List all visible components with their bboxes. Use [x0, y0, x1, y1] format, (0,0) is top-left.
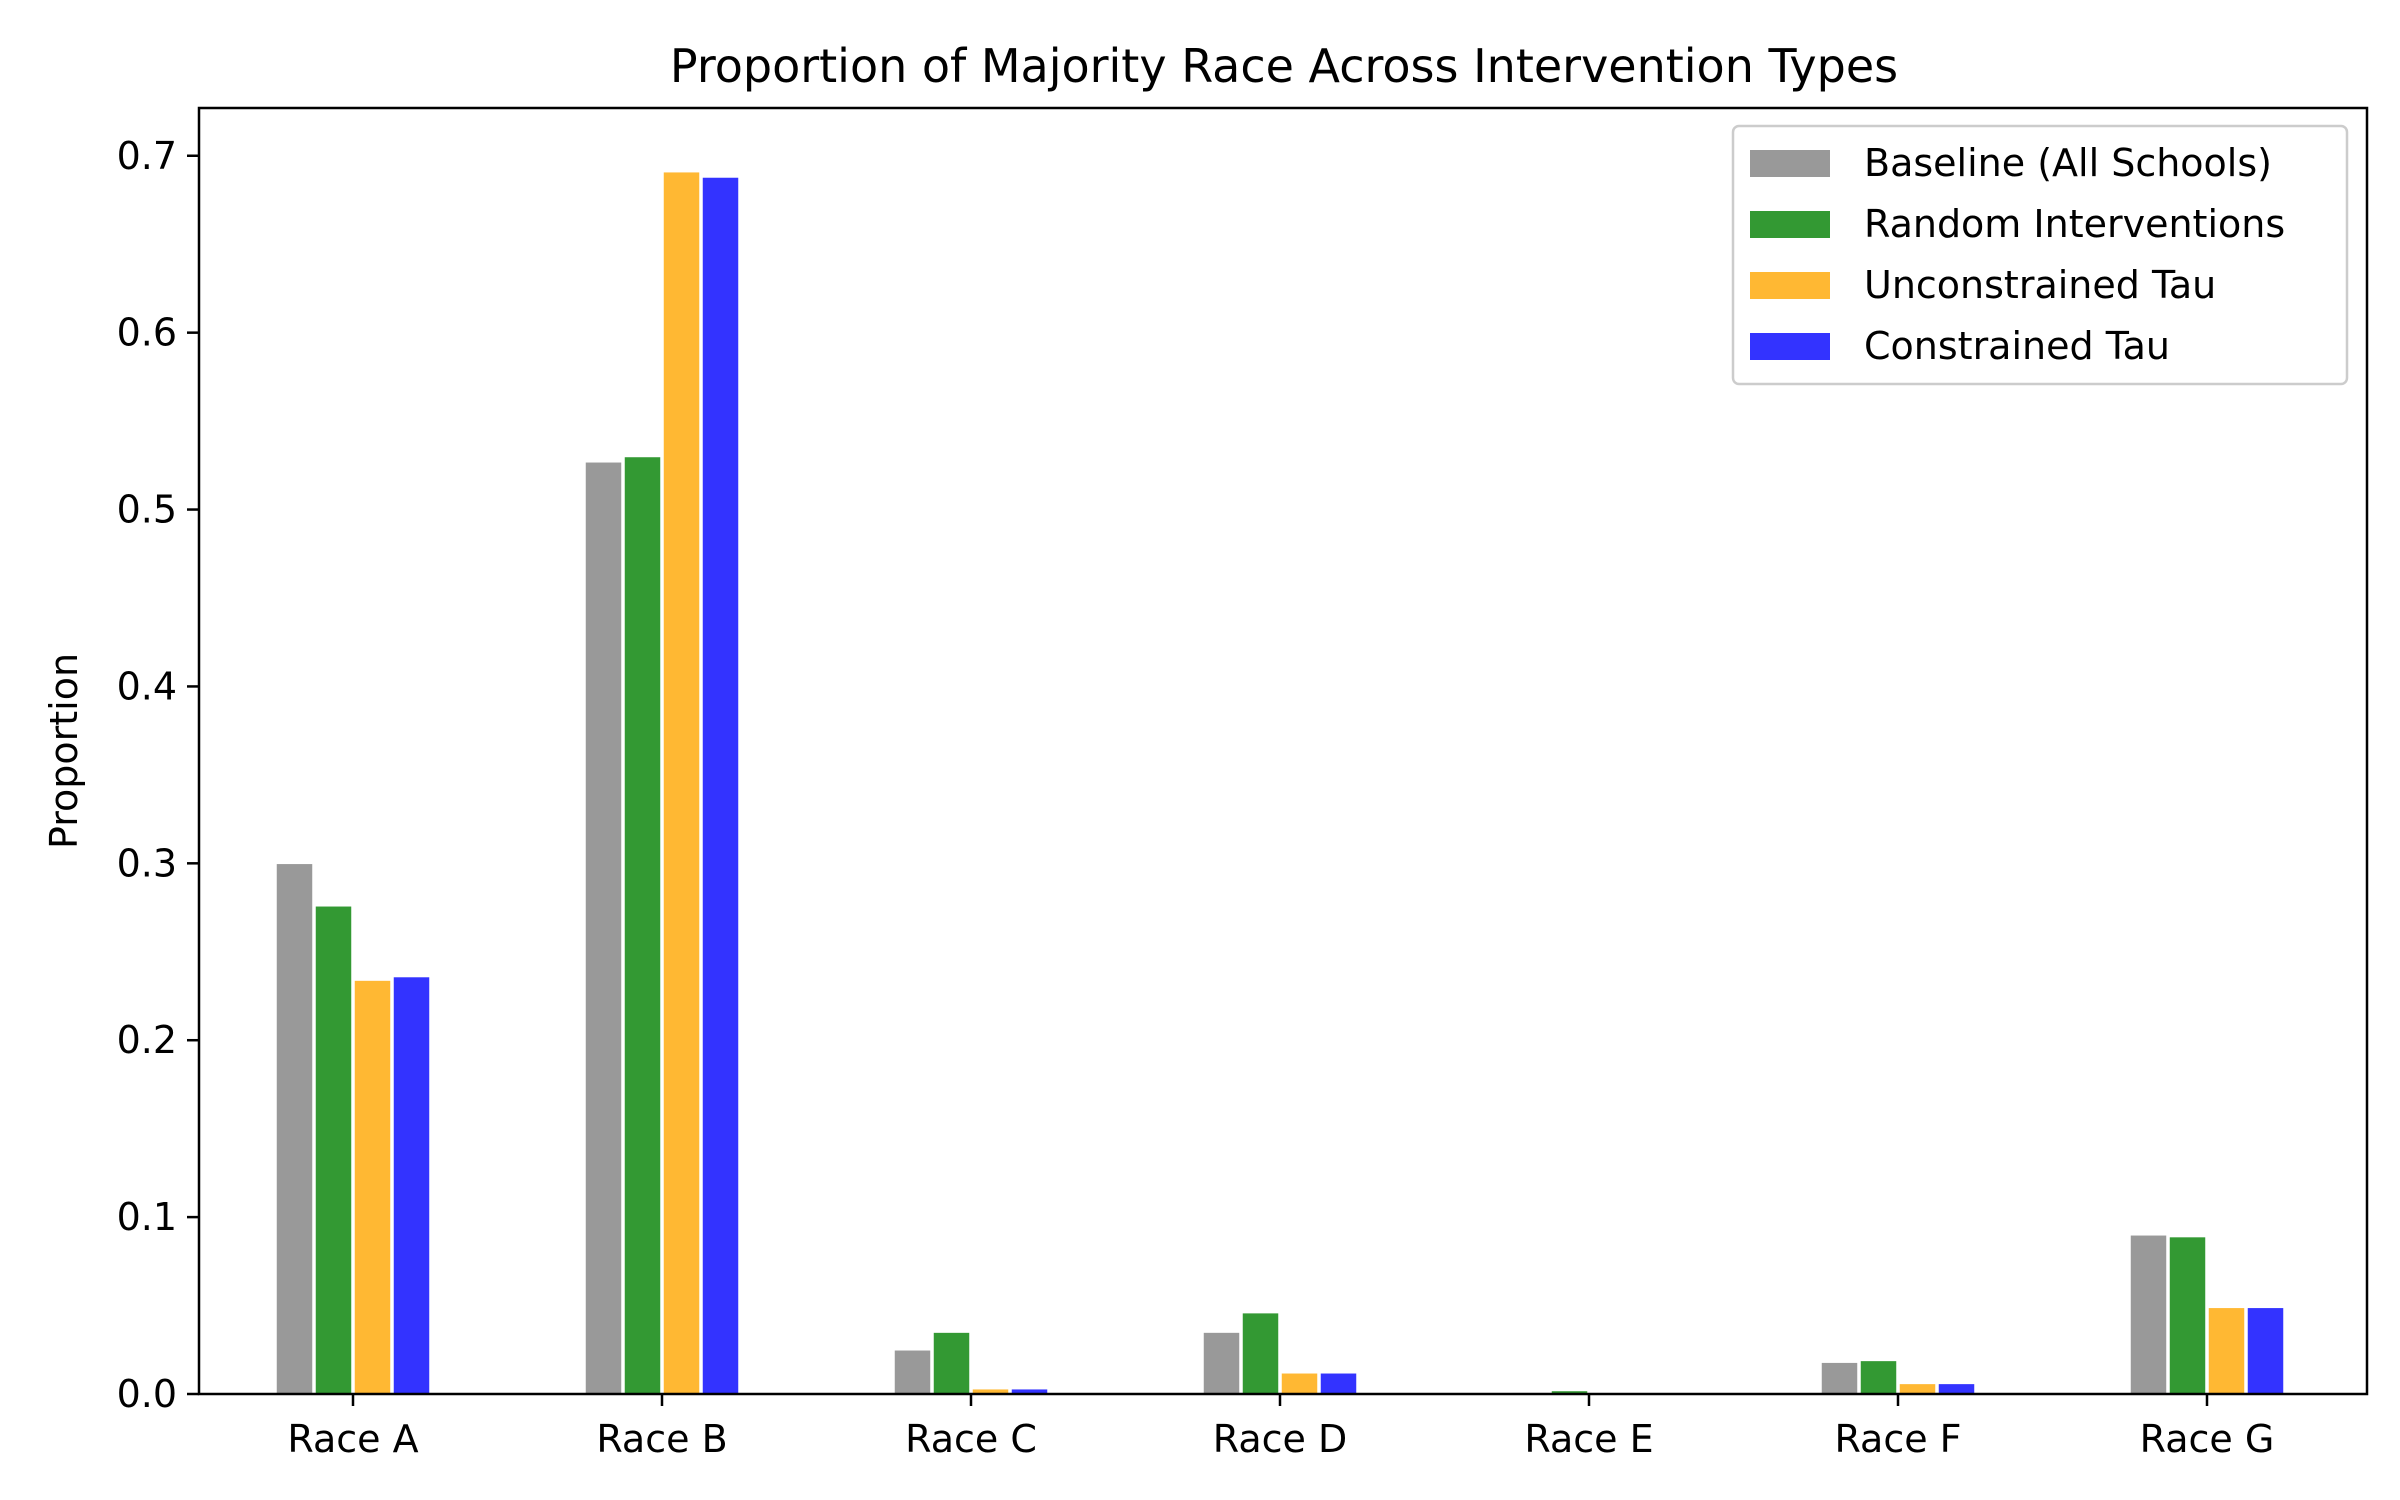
x-tick-label: Race E — [1524, 1417, 1653, 1461]
bar-race-f-series-1 — [1859, 1359, 1898, 1395]
legend: Baseline (All Schools) Random Interventio… — [1731, 124, 2349, 386]
y-tick-label: 0.0 — [117, 1372, 177, 1416]
legend-swatch — [1750, 333, 1830, 360]
bar-race-d-series-3 — [1319, 1372, 1358, 1395]
bar-race-f-series-3 — [1937, 1382, 1976, 1395]
bar-race-b-series-3 — [701, 176, 740, 1395]
bar-race-g-series-2 — [2207, 1306, 2246, 1395]
legend-label: Baseline (All Schools) — [1864, 141, 2272, 185]
bar-race-a-series-1 — [314, 905, 353, 1395]
bar-race-g-series-0 — [2129, 1234, 2168, 1395]
bar-race-f-series-2 — [1898, 1382, 1937, 1395]
legend-label: Random Interventions — [1864, 202, 2285, 246]
y-axis-label: Proportion — [42, 653, 86, 849]
bar-race-d-series-1 — [1241, 1311, 1280, 1395]
y-tick-label: 0.1 — [117, 1195, 177, 1239]
bar-race-a-series-0 — [275, 862, 314, 1395]
bar-race-b-series-2 — [662, 170, 701, 1395]
y-tick-label: 0.7 — [117, 134, 177, 178]
y-tick-label: 0.2 — [117, 1018, 177, 1062]
bar-race-c-series-1 — [932, 1331, 971, 1395]
legend-swatch — [1750, 150, 1830, 177]
legend-label: Constrained Tau — [1864, 324, 2170, 368]
legend-label: Unconstrained Tau — [1864, 263, 2216, 307]
bar-race-a-series-2 — [353, 979, 392, 1395]
legend-frame — [1731, 124, 2349, 386]
y-tick-label: 0.5 — [117, 488, 177, 532]
x-tick-label: Race F — [1834, 1417, 1961, 1461]
bar-race-g-series-1 — [2168, 1235, 2207, 1395]
bar-race-b-series-1 — [623, 455, 662, 1395]
plot-frame — [197, 106, 2369, 1396]
y-axis-ticks: 0.0 0.1 0.2 0.3 0.4 0.5 0.6 0.7 — [117, 134, 199, 1416]
bar-race-a-series-3 — [392, 975, 431, 1395]
x-tick-label: Race B — [596, 1417, 727, 1461]
chart-title: Proportion of Majority Race Across Inter… — [670, 39, 1898, 93]
y-tick-label: 0.3 — [117, 841, 177, 885]
x-tick-label: Race G — [2140, 1417, 2275, 1461]
x-axis-ticks: Race A Race B Race C Race D Race E Race F Race… — [287, 1394, 2274, 1461]
bar-race-c-series-0 — [893, 1349, 932, 1395]
y-tick-label: 0.4 — [117, 664, 177, 708]
bar-race-g-series-3 — [2246, 1306, 2285, 1395]
x-tick-label: Race A — [287, 1417, 418, 1461]
bar-race-f-series-0 — [1820, 1361, 1859, 1395]
bar-race-b-series-0 — [584, 461, 623, 1395]
legend-swatch — [1750, 211, 1830, 238]
y-tick-label: 0.6 — [117, 311, 177, 355]
x-tick-label: Race D — [1213, 1417, 1347, 1461]
bars-group — [275, 170, 2285, 1395]
x-tick-label: Race C — [905, 1417, 1037, 1461]
bar-race-d-series-2 — [1280, 1372, 1319, 1395]
bar-race-d-series-0 — [1202, 1331, 1241, 1395]
legend-swatch — [1750, 272, 1830, 299]
